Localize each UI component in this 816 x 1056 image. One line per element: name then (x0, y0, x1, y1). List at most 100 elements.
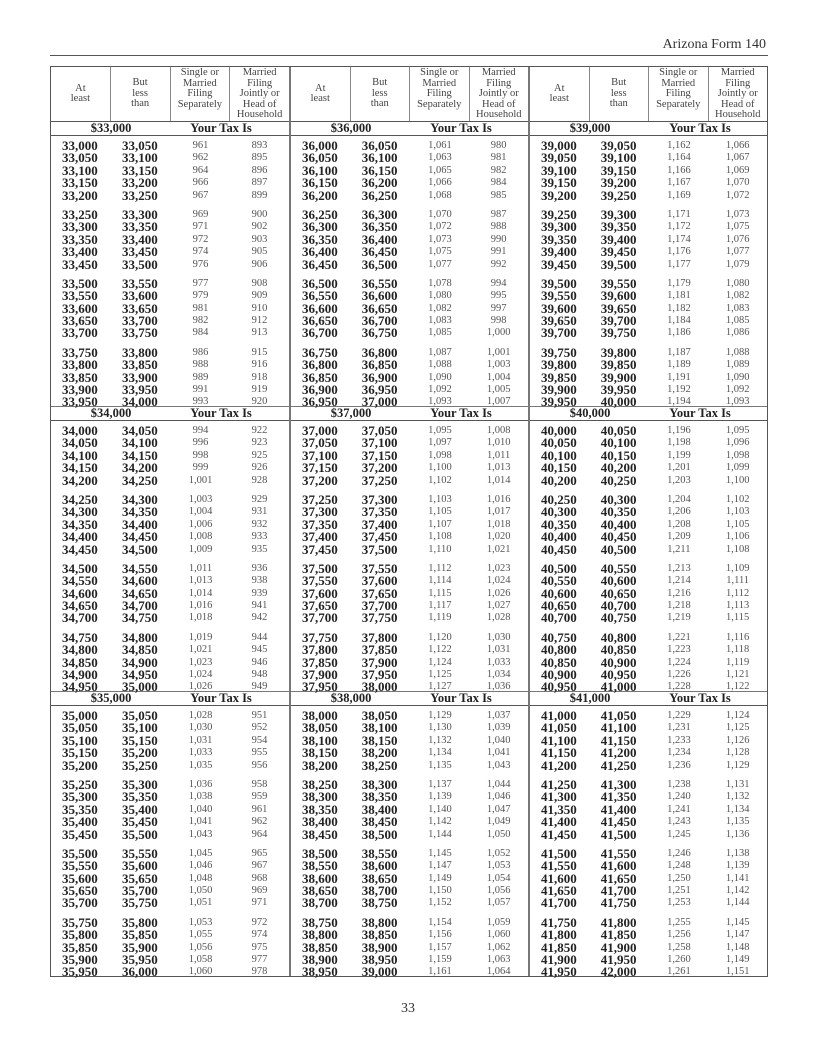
table-row: 41,900 41,950 1,260 1,149 (530, 953, 767, 966)
single-tax-cell: 1,023 (188, 656, 213, 668)
married-joint-tax-cell: 1,122 (725, 681, 750, 693)
table-row: 39,250 39,300 1,171 1,073 (530, 208, 767, 221)
at-least-cell: 35,900 (62, 952, 98, 968)
single-tax-cell: 994 (192, 425, 209, 436)
at-least-cell: 40,750 (541, 629, 577, 645)
single-tax-cell: 1,145 (428, 847, 452, 859)
at-least-cell: 41,550 (541, 858, 577, 874)
income-bracket-block: $38,000 Your Tax Is 38,000 38,050 1,129 1,037… (291, 691, 528, 979)
table-row: 36,650 36,700 1,083 998 (291, 314, 528, 327)
but-less-than-cell: 37,800 (361, 629, 398, 645)
married-joint-tax-cell: 936 (251, 562, 268, 574)
but-less-than-cell: 39,950 (600, 382, 637, 398)
single-tax-cell: 1,194 (667, 396, 691, 408)
married-joint-tax-cell: 967 (251, 860, 268, 872)
at-least-cell: 36,200 (302, 187, 338, 203)
bracket-rows: 34,000 34,050 994 922 34,050 34,100 996 923 34,1… (51, 421, 289, 694)
single-tax-cell: 1,009 (188, 543, 213, 555)
single-tax-cell: 1,046 (188, 860, 213, 872)
but-less-than-cell: 40,400 (600, 516, 637, 532)
income-bracket-block: $36,000 Your Tax Is 36,000 36,050 1,061 980 36… (291, 121, 528, 409)
bracket-rows: 37,000 37,050 1,095 1,008 37,050 37,100 1,097 1… (291, 421, 528, 694)
married-joint-tax-cell: 1,033 (486, 656, 511, 668)
at-least-cell: 40,000 (541, 423, 577, 438)
single-tax-cell: 1,152 (428, 897, 452, 909)
married-joint-tax-cell: 1,136 (725, 828, 750, 840)
table-row: 35,250 35,300 1,036 958 (51, 778, 289, 791)
but-less-than-cell: 41,750 (600, 895, 637, 911)
married-joint-tax-cell: 1,089 (725, 359, 750, 371)
table-row: 41,950 42,000 1,261 1,151 (530, 965, 767, 978)
single-tax-cell: 988 (192, 359, 209, 371)
table-row: 33,000 33,050 961 893 (51, 139, 289, 152)
single-tax-cell: 1,238 (667, 778, 691, 790)
but-less-than-cell: 34,700 (122, 598, 158, 614)
table-row: 34,750 34,800 1,019 944 (51, 631, 289, 644)
table-row: 35,000 35,050 1,028 951 (51, 708, 289, 723)
married-joint-tax-cell: 923 (251, 437, 268, 449)
single-tax-cell: 1,003 (188, 493, 213, 505)
married-joint-tax-cell: 994 (490, 277, 507, 289)
single-tax-cell: 996 (192, 437, 209, 449)
but-less-than-cell: 37,750 (361, 610, 398, 626)
but-less-than-cell: 39,450 (600, 244, 637, 260)
but-less-than-cell: 37,050 (361, 423, 398, 438)
at-least-cell: 39,650 (541, 313, 577, 329)
at-least-cell: 33,800 (62, 357, 98, 373)
at-least-cell: 41,000 (541, 708, 577, 723)
single-tax-cell: 1,024 (188, 669, 213, 681)
single-tax-cell: 1,087 (428, 346, 452, 358)
but-less-than-cell: 35,050 (122, 708, 158, 723)
header-at-least: At least (70, 82, 90, 104)
at-least-cell: 40,900 (541, 667, 577, 683)
married-joint-tax-cell: 1,139 (725, 860, 750, 872)
married-joint-tax-cell: 1,148 (725, 941, 750, 953)
single-tax-cell: 1,260 (667, 954, 691, 966)
but-less-than-cell: 37,900 (361, 654, 398, 670)
table-row: 41,600 41,650 1,250 1,141 (530, 871, 767, 885)
but-less-than-cell: 38,550 (361, 845, 398, 861)
single-tax-cell: 1,206 (667, 506, 691, 518)
at-least-cell: 33,400 (62, 244, 98, 260)
at-least-cell: 38,700 (302, 895, 338, 911)
but-less-than-cell: 36,050 (361, 138, 398, 153)
single-tax-cell: 1,014 (188, 587, 213, 599)
at-least-cell: 36,350 (302, 231, 338, 247)
table-row: 36,800 36,850 1,088 1,003 (291, 358, 528, 371)
single-tax-cell: 1,035 (188, 759, 213, 771)
at-least-cell: 33,750 (62, 344, 98, 360)
table-row: 40,100 40,150 1,199 1,098 (530, 449, 767, 462)
single-tax-cell: 1,236 (667, 759, 691, 771)
but-less-than-cell: 35,100 (122, 720, 158, 736)
at-least-cell: 36,700 (302, 325, 338, 341)
married-joint-tax-cell: 1,095 (725, 425, 750, 436)
married-joint-tax-cell: 902 (251, 221, 268, 233)
but-less-than-cell: 33,700 (122, 313, 158, 329)
single-tax-cell: 974 (192, 246, 209, 258)
at-least-cell: 37,900 (302, 667, 338, 683)
at-least-cell: 36,600 (302, 300, 338, 316)
at-least-cell: 37,550 (302, 573, 338, 589)
at-least-cell: 39,100 (541, 162, 577, 178)
single-tax-cell: 1,016 (188, 600, 213, 612)
married-joint-tax-cell: 1,126 (725, 734, 750, 746)
but-less-than-cell: 36,300 (361, 206, 398, 222)
married-joint-tax-cell: 990 (490, 233, 507, 245)
table-row: 38,700 38,750 1,152 1,057 (291, 895, 528, 911)
bracket-amount: $36,000 (330, 121, 372, 135)
married-joint-tax-cell: 1,124 (725, 710, 750, 721)
but-less-than-cell: 34,050 (122, 423, 158, 438)
table-row: 36,300 36,350 1,072 988 (291, 220, 528, 233)
table-row: 33,200 33,250 967 899 (51, 188, 289, 202)
table-row: 41,500 41,550 1,246 1,138 (530, 847, 767, 860)
married-joint-tax-cell: 1,052 (486, 847, 511, 859)
but-less-than-cell: 38,750 (361, 895, 398, 911)
single-tax-cell: 1,164 (667, 152, 691, 164)
but-less-than-cell: 41,300 (600, 776, 637, 792)
table-row: 37,850 37,900 1,124 1,033 (291, 654, 528, 670)
at-least-cell: 40,050 (541, 435, 577, 451)
married-joint-tax-cell: 1,090 (725, 371, 750, 383)
table-row: 36,450 36,500 1,077 992 (291, 257, 528, 271)
header-single-or-married-filing-separately: Single or Married Filing Separately (648, 67, 708, 121)
at-least-cell: 37,500 (302, 560, 338, 576)
